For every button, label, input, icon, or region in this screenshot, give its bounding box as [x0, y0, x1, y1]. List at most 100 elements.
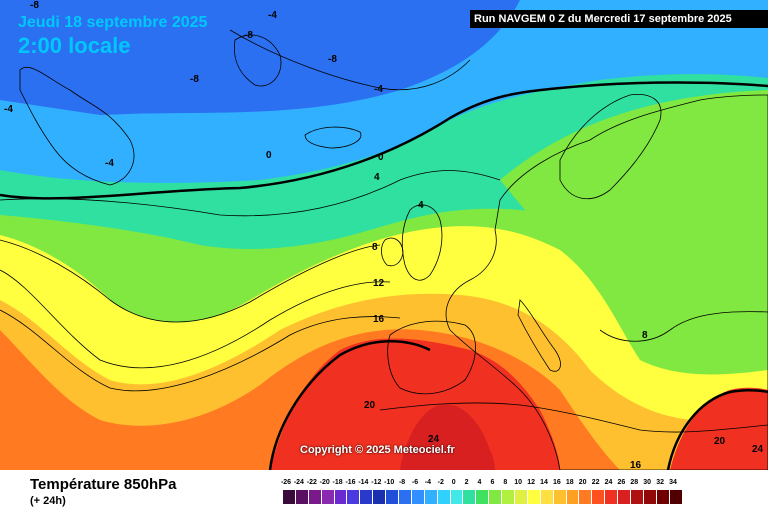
legend-value: -14	[358, 479, 369, 486]
iberia-outline	[387, 320, 476, 395]
isotherm-4	[0, 170, 501, 217]
isotherm-0	[0, 81, 768, 200]
legend-swatch	[295, 490, 309, 504]
legend-swatch	[618, 490, 632, 504]
contour-label: -4	[268, 10, 277, 21]
legend-value: 32	[656, 479, 664, 486]
legend-value: 26	[617, 479, 626, 486]
legend-value: -18	[332, 479, 343, 486]
legend-value: -10	[384, 479, 395, 486]
isotherm-16	[0, 309, 401, 392]
isotherm-20-east	[666, 388, 768, 470]
contour-label: -8	[190, 74, 199, 85]
legend-swatch	[308, 490, 322, 504]
contour-label: -8	[244, 30, 253, 41]
legend-swatch	[321, 490, 335, 504]
isotherm-20	[268, 340, 431, 470]
legend-swatch	[424, 490, 438, 504]
legend-value: -16	[345, 479, 356, 486]
band-0	[0, 0, 768, 204]
legend-value: 22	[591, 479, 600, 486]
legend-swatch	[489, 490, 503, 504]
legend-swatch	[476, 490, 490, 504]
legend-swatch	[437, 490, 451, 504]
legend-value: 30	[643, 479, 652, 486]
contour-label: 16	[373, 314, 385, 325]
contour-label: -4	[374, 84, 383, 95]
legend-value: 8	[503, 479, 508, 486]
isotherm-8	[0, 239, 381, 323]
legend-swatch	[579, 490, 593, 504]
legend-swatch	[463, 490, 477, 504]
legend-value: -2	[437, 479, 444, 486]
contour-label: -4	[105, 158, 114, 169]
legend-value: -20	[319, 479, 330, 486]
legend-value: 28	[630, 479, 639, 486]
contour-label: 8	[642, 330, 648, 341]
legend-swatch	[515, 490, 528, 504]
band-24-east	[670, 387, 768, 470]
legend-swatch	[373, 490, 387, 504]
legend-value: 10	[514, 479, 523, 486]
parameter-subtitle: (+ 24h)	[30, 495, 66, 507]
legend-value: -22	[306, 479, 317, 486]
italy-outline	[517, 299, 561, 372]
legend-swatch	[643, 490, 657, 504]
legend-scale-labels: -26 -24 -22 -20 -18 -16 -14 -12 -10 -8 -6 -4 -2 0 2 4 6 8…	[0, 479, 768, 491]
band-green-east	[500, 90, 768, 348]
legend-swatch	[347, 490, 361, 504]
color-scale-bar	[283, 490, 683, 504]
legend-value: -12	[371, 479, 382, 486]
band-28-core	[400, 404, 495, 470]
legend-value: 14	[540, 479, 548, 486]
isotherm-8-east	[599, 311, 768, 342]
svalbard-outline	[233, 34, 282, 87]
contour-label: -8	[328, 54, 337, 65]
contour-label: 24	[752, 444, 764, 455]
legend-swatch	[334, 490, 348, 504]
contour-label: 12	[373, 278, 385, 289]
legend-swatch	[605, 490, 619, 504]
band-24-africa	[270, 338, 560, 470]
forecast-date: Jeudi 18 septembre 2025	[18, 14, 208, 31]
legend-swatch	[592, 490, 606, 504]
legend-swatch	[631, 490, 644, 504]
legend-value: -26	[280, 479, 292, 486]
legend-value: 2	[464, 479, 469, 486]
model-run-label: Run NAVGEM 0 Z du Mercredi 17 septembre …	[470, 10, 768, 28]
contour-label: -4	[4, 104, 13, 115]
scandinavia-outline	[559, 93, 662, 199]
legend-value: -4	[424, 479, 432, 486]
contour-label: 4	[374, 172, 380, 183]
legend-value: 18	[565, 479, 574, 486]
legend-value: 4	[477, 479, 482, 486]
legend-swatch	[540, 490, 554, 504]
contour-label: 8	[372, 242, 378, 253]
contour-label: 0	[378, 152, 384, 163]
legend-value: 12	[527, 479, 535, 486]
contour-label: 16	[630, 460, 642, 470]
isotherm-minus-4	[229, 29, 471, 91]
isotherm-12	[0, 269, 391, 369]
legend-swatch	[399, 490, 412, 504]
africa-coast	[379, 402, 768, 433]
copyright-notice: Copyright © 2025 Meteociel.fr	[300, 444, 455, 456]
contour-label: -8	[30, 0, 39, 11]
legend-value: -8	[398, 479, 406, 486]
legend-swatch	[502, 490, 516, 504]
legend-value: -24	[293, 479, 304, 486]
legend-swatch	[386, 490, 400, 504]
legend-swatch	[566, 490, 580, 504]
greenland-outline	[19, 66, 135, 186]
contour-label: 0	[266, 150, 272, 161]
legend-value: 34	[669, 479, 677, 486]
temperature-map: -8 -8 -4 -8 -8 -4 -4 -4 0 0 4 4 8 12 16 …	[0, 0, 768, 470]
legend-swatch	[411, 490, 425, 504]
parameter-title: Température 850hPa	[30, 476, 177, 493]
europe-coast	[445, 94, 768, 470]
legend-value: 16	[552, 479, 561, 486]
forecast-time: 2:00 locale	[18, 33, 131, 58]
legend-swatch	[360, 490, 374, 504]
legend-value: 6	[490, 479, 495, 486]
legend-swatch	[656, 490, 670, 504]
